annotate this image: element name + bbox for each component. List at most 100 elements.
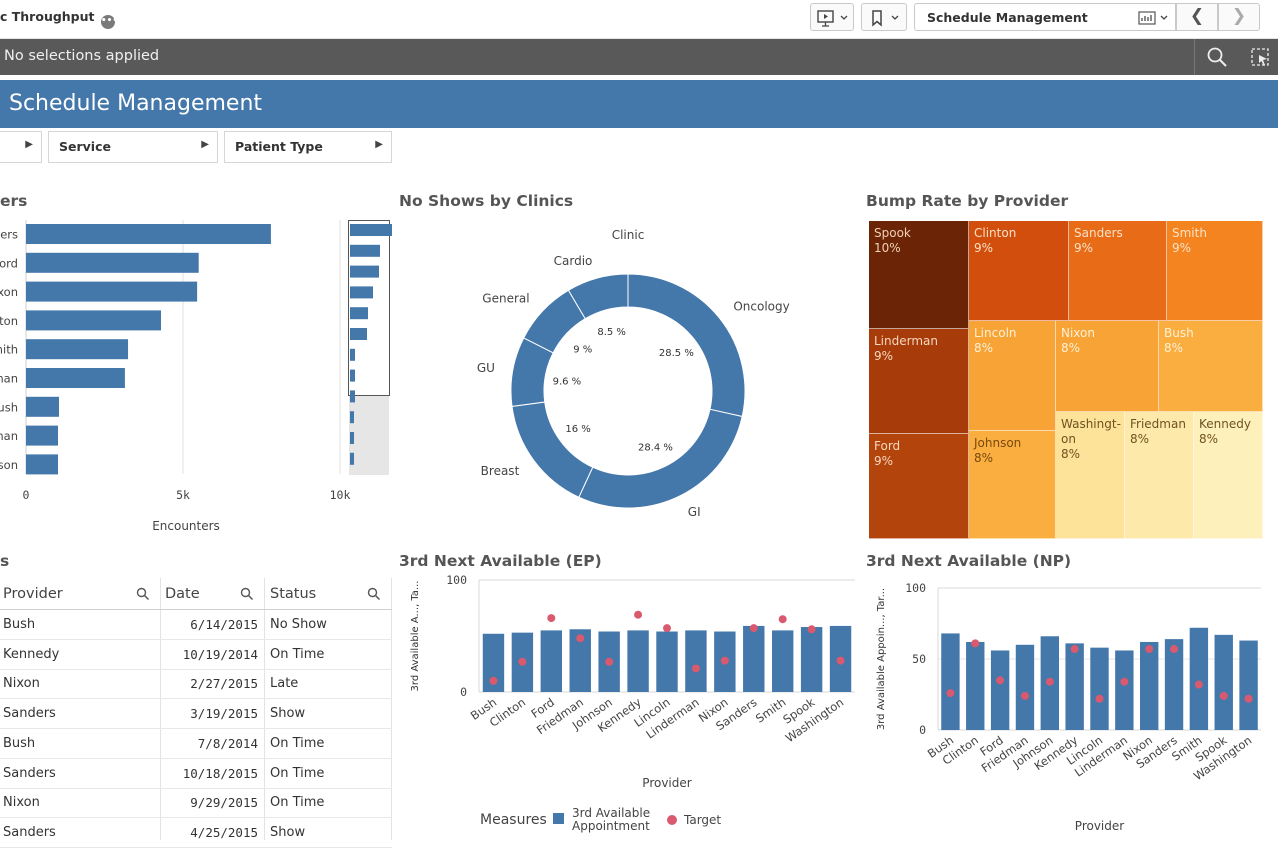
table-row[interactable]: Sanders 3/19/2015 Show: [0, 699, 392, 730]
target-point[interactable]: [663, 624, 671, 633]
treemap-cell[interactable]: Friedman 8%: [1125, 412, 1194, 539]
sheet-selector[interactable]: Schedule Management: [914, 3, 1176, 31]
treemap-cell[interactable]: Nixon 8%: [1056, 321, 1159, 412]
target-point[interactable]: [1145, 645, 1154, 654]
target-point[interactable]: [720, 656, 729, 665]
table-row[interactable]: Kennedy 10/19/2014 On Time: [0, 640, 392, 670]
target-point[interactable]: [946, 689, 955, 698]
column-header-status[interactable]: Status: [270, 586, 317, 602]
selection-tool-icon[interactable]: [1250, 47, 1274, 69]
appointment-bar[interactable]: [656, 631, 678, 692]
mini-bar[interactable]: [350, 432, 354, 444]
target-point[interactable]: [778, 615, 787, 624]
appointment-bar[interactable]: [941, 633, 960, 730]
donut-slice-breast[interactable]: [511, 401, 594, 498]
encounters-chart[interactable]: 0 5k 10k ders ord ixon ton mith man ush nan son Enco…: [0, 212, 395, 542]
target-point[interactable]: [1120, 677, 1129, 686]
mini-bar[interactable]: [350, 286, 373, 299]
target-point[interactable]: [971, 639, 980, 648]
previous-sheet-button[interactable]: ❮: [1176, 3, 1218, 31]
legend-swatch-appointment[interactable]: [553, 813, 564, 824]
appointment-bar[interactable]: [1115, 650, 1134, 730]
scroll-track[interactable]: [349, 395, 389, 475]
encounter-bar[interactable]: [26, 368, 125, 388]
appointment-bar[interactable]: [1090, 647, 1109, 730]
target-point[interactable]: [1070, 645, 1079, 654]
encounter-bar[interactable]: [26, 310, 162, 331]
table-row[interactable]: Sanders 10/18/2015 On Time: [0, 759, 392, 789]
appointment-bar[interactable]: [800, 627, 823, 692]
treemap-cell[interactable]: Johnson 8%: [969, 431, 1056, 539]
appointment-bar[interactable]: [685, 630, 707, 692]
mini-bar[interactable]: [350, 328, 367, 340]
donut-slice-gi[interactable]: [578, 408, 743, 509]
noshows-donut-chart[interactable]: 28.5 % Oncology 28.4 % GI 16 % Breast 9.6 % GU 9…: [440, 215, 820, 535]
target-point[interactable]: [749, 624, 758, 633]
table-row[interactable]: Bush 6/14/2015 No Show: [0, 610, 392, 640]
treemap-cell[interactable]: Linderman 9%: [869, 329, 969, 434]
treemap-cell[interactable]: Sanders 9%: [1069, 221, 1167, 321]
bump-rate-treemap[interactable]: Spook 10% Clinton 9% Sanders 9% Smith 9% Lin…: [869, 221, 1263, 539]
mini-bar[interactable]: [350, 224, 392, 236]
filter-pane-1[interactable]: ▶: [0, 131, 42, 163]
mini-bar[interactable]: [350, 452, 354, 465]
target-point[interactable]: [547, 614, 556, 623]
target-point[interactable]: [1219, 691, 1228, 700]
treemap-cell[interactable]: Washingt- on 8%: [1056, 412, 1125, 539]
appointment-bar[interactable]: [990, 650, 1010, 730]
bookmark-button[interactable]: [861, 3, 907, 31]
appointment-bar[interactable]: [1214, 634, 1233, 730]
treemap-cell[interactable]: Ford 9%: [869, 434, 969, 539]
target-point[interactable]: [1045, 677, 1054, 686]
target-point[interactable]: [1020, 691, 1029, 700]
search-icon[interactable]: [240, 587, 254, 601]
app-title[interactable]: c Throughput •••: [0, 9, 118, 29]
target-point[interactable]: [1095, 694, 1104, 703]
column-header-date[interactable]: Date: [165, 586, 200, 602]
appointment-bar[interactable]: [569, 629, 591, 692]
table-row[interactable]: Nixon 2/27/2015 Late: [0, 669, 392, 700]
search-icon[interactable]: [136, 587, 150, 601]
encounter-bar[interactable]: [26, 396, 59, 417]
mini-bar[interactable]: [350, 244, 380, 257]
target-point[interactable]: [518, 657, 527, 666]
search-icon[interactable]: [367, 587, 381, 601]
encounters-table[interactable]: Provider Date Status Bush 6/14/2015 No Sho…: [0, 578, 392, 848]
treemap-cell[interactable]: Spook 10%: [869, 221, 969, 329]
target-point[interactable]: [807, 625, 816, 634]
search-icon[interactable]: [1205, 46, 1229, 68]
target-point[interactable]: [836, 656, 845, 665]
treemap-cell[interactable]: Bush 8%: [1159, 321, 1263, 412]
target-point[interactable]: [691, 664, 700, 673]
encounter-bar[interactable]: [26, 252, 199, 273]
appointment-bar[interactable]: [540, 630, 563, 692]
legend-swatch-target[interactable]: [667, 815, 677, 825]
target-point[interactable]: [489, 676, 498, 685]
mini-bar[interactable]: [350, 411, 354, 424]
target-point[interactable]: [576, 634, 585, 643]
appointment-bar[interactable]: [1189, 627, 1209, 730]
filter-pane-service[interactable]: Service ▶: [48, 131, 218, 163]
table-row[interactable]: Sanders 4/25/2015 Show: [0, 818, 392, 848]
target-point[interactable]: [996, 676, 1005, 685]
appointment-bar[interactable]: [1239, 640, 1258, 730]
encounter-bar[interactable]: [26, 281, 198, 302]
encounter-bar[interactable]: [26, 454, 59, 475]
treemap-cell[interactable]: Kennedy 8%: [1194, 412, 1263, 539]
encounter-bar[interactable]: [26, 224, 271, 244]
appointment-bar[interactable]: [1015, 644, 1035, 730]
target-point[interactable]: [1194, 680, 1203, 689]
encounter-bar[interactable]: [26, 425, 59, 446]
filter-pane-patient-type[interactable]: Patient Type ▶: [224, 131, 392, 163]
treemap-cell[interactable]: Clinton 9%: [969, 221, 1069, 321]
appointment-bar[interactable]: [1065, 643, 1084, 730]
target-point[interactable]: [634, 610, 643, 619]
present-button[interactable]: [810, 3, 854, 31]
donut-slice-oncology[interactable]: [627, 273, 746, 418]
more-info-icon[interactable]: •••: [100, 15, 118, 29]
appointment-bar[interactable]: [966, 641, 985, 730]
table-row[interactable]: Nixon 9/29/2015 On Time: [0, 788, 392, 819]
appointment-bar[interactable]: [627, 630, 649, 692]
treemap-cell[interactable]: Smith 9%: [1167, 221, 1263, 321]
